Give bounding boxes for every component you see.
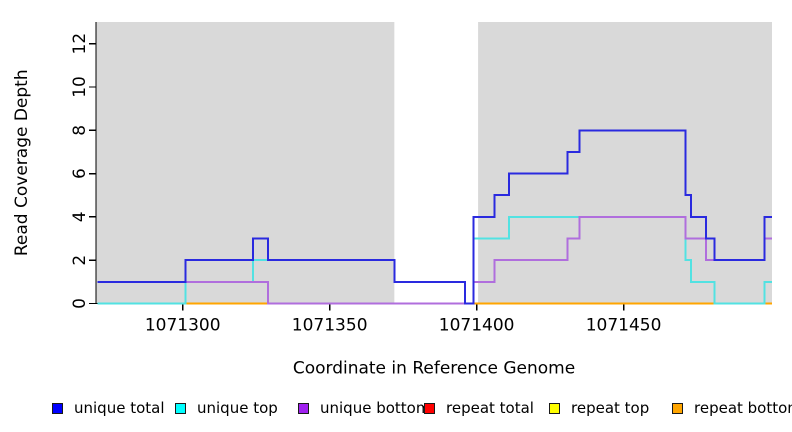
legend-swatch-icon (424, 402, 435, 414)
legend-swatch-icon (672, 402, 683, 414)
y-tick-label: 10 (70, 76, 90, 98)
coverage-chart: 0 2 4 6 8 10 12 1071300 1071350 1071400 1071450 Coo… (12, 22, 772, 379)
x-tick-label: 1071400 (439, 316, 515, 336)
legend-swatch-icon (549, 402, 560, 414)
y-axis-title: Read Coverage Depth (12, 69, 32, 256)
legend-swatch-icon (175, 402, 186, 414)
legend-label: unique top (197, 399, 278, 417)
legend-item-unique-top: unique top (175, 399, 278, 417)
legend-label: repeat top (571, 399, 650, 417)
legend-swatch-icon (298, 402, 309, 414)
y-tick-label: 4 (70, 211, 90, 222)
y-tick-label: 8 (70, 125, 90, 136)
x-tick-label: 1071450 (586, 316, 662, 336)
y-tick-label: 6 (70, 168, 90, 179)
x-tick-label: 1071350 (292, 316, 368, 336)
y-tick-label: 12 (70, 33, 90, 55)
legend-swatch-icon (52, 402, 63, 414)
x-tick-label: 1071300 (145, 316, 221, 336)
legend-item-unique-total: unique total (52, 399, 165, 417)
legend-label: repeat bottom (694, 399, 792, 417)
legend-label: unique total (74, 399, 165, 417)
series-line-unique-top (97, 215, 772, 305)
y-tick-label: 2 (70, 255, 90, 266)
legend-item-repeat-bottom: repeat bottom (672, 399, 792, 417)
x-axis-title: Coordinate in Reference Genome (293, 359, 575, 379)
legend-item-repeat-top: repeat top (549, 399, 649, 417)
coverage-gap-band (394, 22, 479, 304)
chart-legend: unique total unique top unique bottom repea… (0, 399, 792, 421)
y-tick-label: 0 (70, 298, 90, 309)
legend-item-repeat-total: repeat total (424, 399, 534, 417)
legend-label: repeat total (446, 399, 534, 417)
legend-label: unique bottom (320, 399, 431, 417)
series-line-unique-total (97, 129, 772, 305)
legend-item-unique-bottom: unique bottom (298, 399, 430, 417)
